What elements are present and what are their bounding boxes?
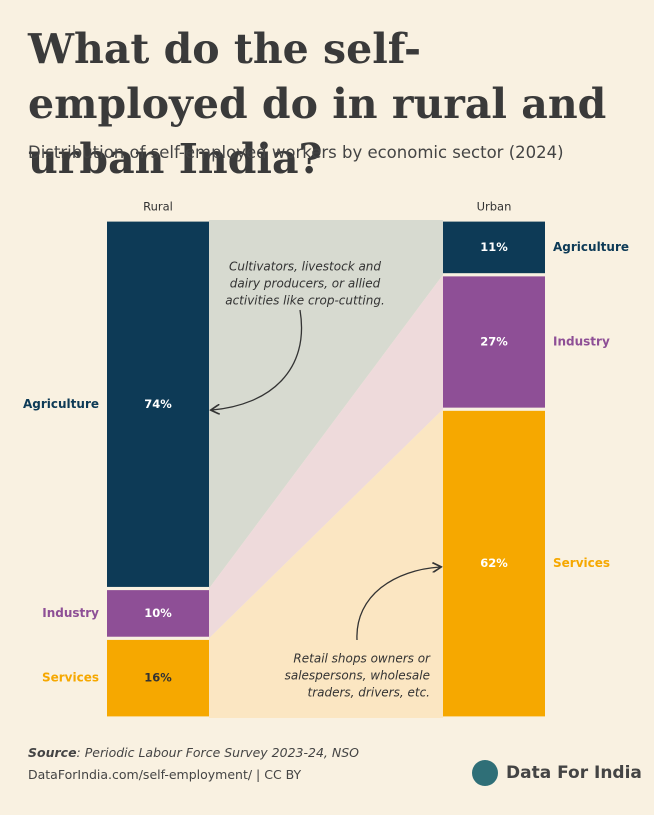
series-label: Services — [42, 671, 99, 685]
logo-icon — [472, 760, 498, 786]
logo: Data For India — [472, 760, 642, 786]
annotation: salespersons, wholesale — [285, 669, 430, 683]
annotation-arrow — [356, 567, 440, 641]
bar-segment — [443, 221, 545, 274]
category-label: Rural — [143, 200, 173, 214]
flow — [209, 220, 443, 589]
bar-segment — [443, 410, 545, 717]
bar-segment — [107, 221, 209, 587]
series-label: Agriculture — [23, 397, 99, 411]
source-text: : Periodic Labour Force Survey 2023-24, … — [76, 745, 359, 760]
value-label: 27% — [480, 335, 508, 349]
annotation: Retail shops owners or — [293, 652, 431, 666]
bar-segment — [107, 639, 209, 717]
annotation: traders, drivers, etc. — [308, 686, 431, 700]
series-label: Industry — [42, 606, 99, 620]
value-label: 16% — [144, 671, 172, 685]
series-label: Industry — [553, 335, 610, 349]
logo-text: Data For India — [506, 763, 642, 783]
annotation: dairy producers, or allied — [230, 277, 381, 291]
category-label: Urban — [477, 200, 512, 214]
annotation: activities like crop-cutting. — [225, 294, 385, 308]
value-label: 11% — [480, 240, 508, 254]
flow — [209, 409, 443, 718]
series-label: Agriculture — [553, 240, 629, 254]
bar-segment — [107, 590, 209, 637]
value-label: 74% — [144, 397, 172, 411]
source: Source: Periodic Labour Force Survey 202… — [28, 745, 359, 760]
annotation: Cultivators, livestock and — [229, 260, 381, 274]
value-label: 62% — [480, 556, 508, 570]
value-label: 10% — [144, 606, 172, 620]
source-label: Source — [28, 745, 77, 760]
footer: DataForIndia.com/self-employment/ | CC B… — [28, 767, 302, 782]
chart-title: What do the self-employed do in rural an… — [28, 25, 607, 183]
flow — [209, 274, 443, 639]
bar-segment — [443, 276, 545, 408]
chart-subtitle: Distribution of self-employed workers by… — [28, 143, 564, 162]
series-label: Services — [553, 556, 610, 570]
annotation-arrow — [212, 309, 303, 410]
